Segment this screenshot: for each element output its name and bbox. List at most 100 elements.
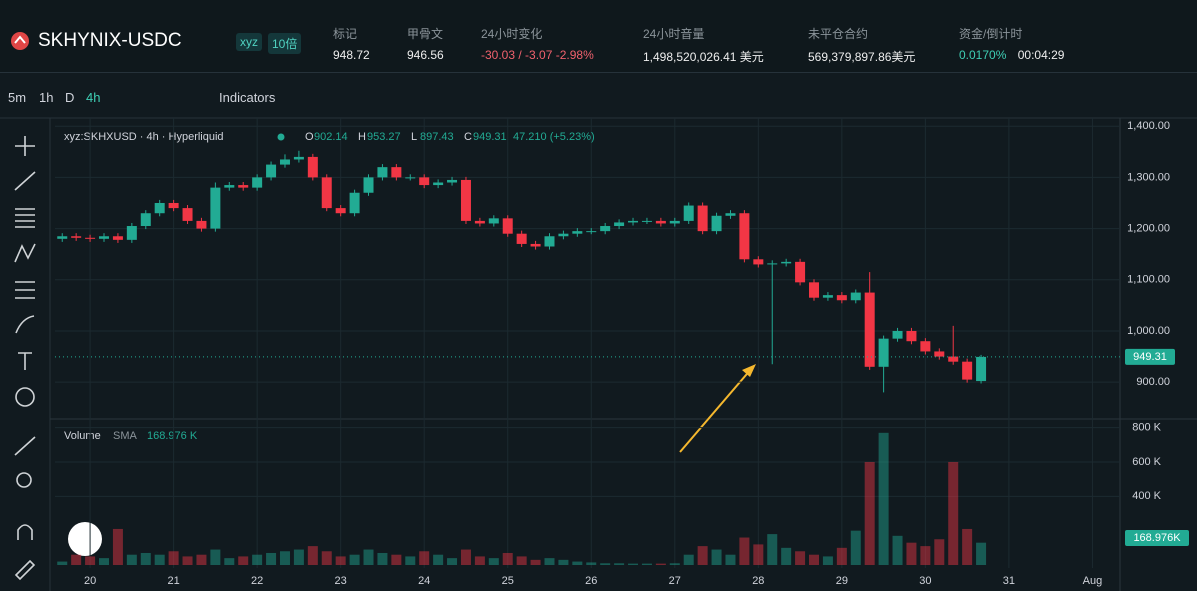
volume-bar bbox=[405, 556, 416, 565]
volume-bar bbox=[586, 562, 597, 565]
stat-value: 948.72 bbox=[333, 48, 370, 62]
candle-body bbox=[224, 185, 235, 188]
volume-tick-label: 800 K bbox=[1132, 422, 1161, 434]
candle-body bbox=[460, 179, 471, 221]
candle-body bbox=[140, 213, 151, 227]
volume-bar bbox=[307, 546, 318, 565]
x-tick-label: 28 bbox=[752, 575, 764, 587]
volume-bar bbox=[781, 547, 792, 565]
volume-bar bbox=[474, 556, 485, 565]
interval[interactable]: 4h bbox=[86, 90, 101, 105]
volume-bar bbox=[502, 552, 513, 565]
volume-bar bbox=[850, 530, 861, 565]
volume-bar bbox=[266, 552, 277, 565]
candle-body bbox=[363, 177, 374, 193]
candle-body bbox=[447, 179, 458, 183]
volume-bar bbox=[99, 558, 110, 565]
stat: 甲骨文 946.56 bbox=[407, 25, 444, 62]
volume-tick-label: 400 K bbox=[1132, 490, 1161, 502]
volume-bar bbox=[836, 547, 847, 565]
candle-body bbox=[530, 243, 541, 247]
ohlc-key: H bbox=[358, 131, 366, 143]
volume-bar bbox=[628, 563, 639, 565]
x-tick-label: 29 bbox=[836, 575, 848, 587]
candle-body bbox=[99, 236, 110, 239]
volume-bar bbox=[279, 551, 290, 565]
candle-body bbox=[614, 222, 625, 227]
ohlc-value: 949.31 bbox=[473, 131, 507, 143]
candle-body bbox=[210, 187, 221, 229]
volume-bar bbox=[934, 539, 945, 565]
stat: 标记 948.72 bbox=[333, 25, 370, 62]
x-tick-label: Aug bbox=[1083, 575, 1103, 587]
volume-bar bbox=[57, 561, 68, 565]
volume-bar bbox=[488, 558, 499, 565]
candle-body bbox=[725, 213, 736, 216]
tag: xyz bbox=[236, 33, 262, 51]
volume-bar bbox=[962, 528, 973, 565]
stat-extra: 00:04:29 bbox=[1017, 48, 1065, 62]
volume-bar bbox=[377, 552, 388, 565]
candle-body bbox=[641, 220, 652, 222]
stat: 未平仓合约 569,379,897.86美元 bbox=[808, 25, 915, 65]
volume-bar bbox=[530, 559, 541, 565]
candle-body bbox=[781, 261, 792, 264]
candle-body bbox=[655, 220, 666, 224]
volume-bar bbox=[697, 546, 708, 565]
status-dot bbox=[277, 133, 285, 141]
volume-bar bbox=[433, 554, 444, 565]
volume-bar bbox=[140, 552, 151, 565]
tool-icons bbox=[14, 136, 36, 581]
volume-sma-value: 168.976 K bbox=[147, 430, 198, 442]
symbol[interactable]: SKHYNIX-USDC bbox=[38, 30, 182, 51]
candle-body bbox=[809, 282, 820, 298]
candle-body bbox=[349, 192, 360, 214]
candle-body bbox=[405, 177, 416, 179]
volume-bar bbox=[460, 549, 471, 565]
volume-bar bbox=[447, 558, 458, 565]
candle-body bbox=[168, 202, 179, 209]
candle-body bbox=[739, 213, 750, 260]
interval[interactable]: D bbox=[65, 90, 75, 105]
candle-body bbox=[600, 226, 611, 232]
stat-value: -30.03 / -3.07 -2.98% bbox=[481, 48, 594, 62]
candle-body bbox=[572, 231, 583, 234]
stat-label: 24小时音量 bbox=[643, 27, 705, 41]
candle-body bbox=[976, 356, 987, 382]
interval[interactable]: 1h bbox=[39, 90, 54, 105]
volume-bar bbox=[168, 551, 179, 565]
candle-body bbox=[293, 156, 304, 160]
indicators[interactable]: Indicators bbox=[219, 90, 276, 105]
candle-body bbox=[377, 167, 388, 178]
y-tick-label: 1,000.00 bbox=[1127, 325, 1170, 337]
volume-bar bbox=[725, 554, 736, 565]
volume-sma: SMA bbox=[113, 430, 138, 442]
x-tick-label: 26 bbox=[585, 575, 597, 587]
candle-body bbox=[753, 259, 764, 265]
volume-bar bbox=[892, 535, 903, 565]
candle-body bbox=[920, 341, 931, 352]
candle-body bbox=[279, 159, 290, 165]
grid bbox=[55, 118, 1120, 568]
volume-bar bbox=[182, 556, 193, 565]
volume-bar bbox=[238, 556, 249, 565]
interval[interactable]: 5m bbox=[8, 90, 27, 105]
ohlc-key: C bbox=[464, 131, 472, 143]
candle-body bbox=[795, 261, 806, 283]
stat: 24小时音量 1,498,520,026.41 美元 bbox=[643, 25, 764, 65]
candle-body bbox=[321, 177, 332, 209]
candle-body bbox=[154, 202, 165, 214]
volume-bar bbox=[363, 549, 374, 565]
candle-body bbox=[683, 205, 694, 221]
ohlc-value: 897.43 bbox=[420, 131, 454, 143]
ohlc-change: 47.210 (+5.23%) bbox=[513, 131, 595, 143]
volume-tag bbox=[1125, 530, 1189, 546]
leverage: 10倍 bbox=[268, 33, 302, 54]
y-tick-label: 900.00 bbox=[1136, 376, 1170, 388]
stat-label: 24小时变化 bbox=[481, 27, 543, 41]
stat-label: 标记 bbox=[333, 27, 358, 41]
volume-bar bbox=[641, 563, 652, 565]
annotation-arrow bbox=[679, 367, 753, 453]
